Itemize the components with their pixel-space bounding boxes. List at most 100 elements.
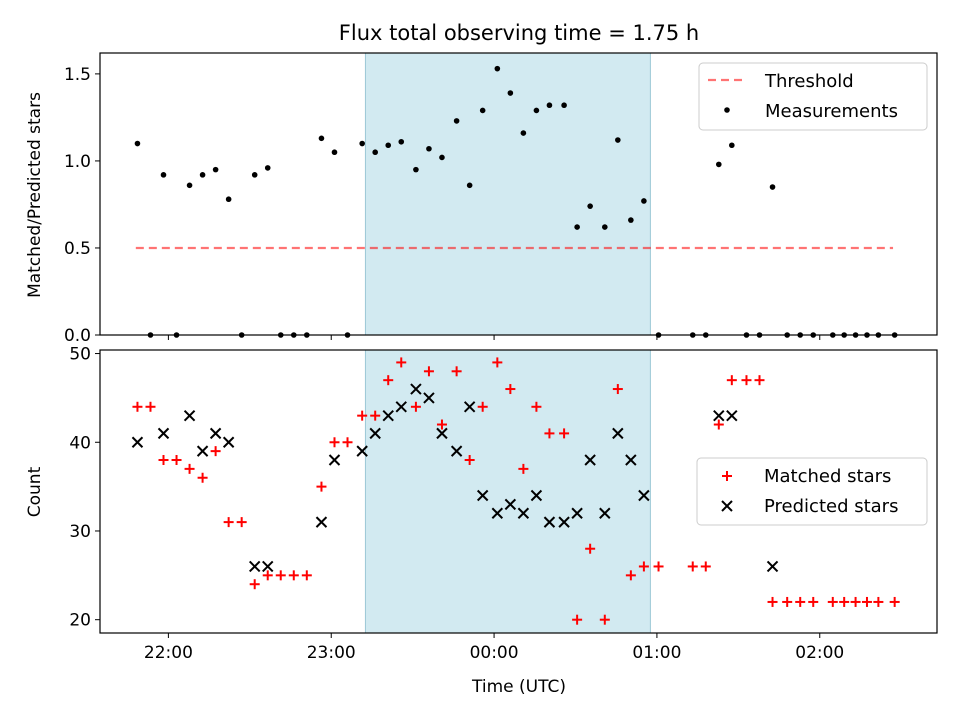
x-tick-label: 02:00 (795, 643, 844, 663)
measurement-point (439, 154, 445, 161)
predicted-point-b (315, 516, 328, 528)
predicted-point-b (410, 383, 422, 395)
measurement-point (199, 172, 206, 178)
measurement-point (574, 224, 580, 230)
x-tick-label: 22:00 (144, 643, 193, 663)
y-tick-label: 50 (69, 345, 91, 365)
bottom-panel-counts: 20 30 40 50 22:00 23:00 00:00 01:00 02:00 Matched… (69, 345, 938, 663)
y-tick-label: 20 (69, 611, 91, 631)
top-panel-ratio: 0.0 0.5 1.0 1.5 Threshold Measurements (64, 52, 938, 346)
predicted-point-b (382, 409, 394, 422)
legend-predicted-label: Predicted stars (764, 496, 898, 517)
top-y-axis-label: Matched/Predicted stars (25, 92, 45, 298)
measurement-point (453, 118, 460, 124)
measurement-point (212, 166, 219, 173)
predicted-point-b (450, 445, 463, 457)
predicted-point-b (328, 454, 341, 466)
predicted-point-b (476, 489, 489, 502)
predicted-point-b (262, 560, 274, 573)
x-axis-label: Time (UTC) (471, 677, 566, 697)
legend-threshold-label: Threshold (764, 71, 854, 92)
measurement-point (602, 224, 608, 230)
y-tick-label: 0.5 (64, 239, 91, 259)
measurement-point (494, 65, 501, 72)
x-tick-label: 23:00 (307, 643, 356, 663)
measurement-point (729, 142, 735, 149)
bottom-y-axis-label: Count (25, 466, 45, 517)
y-tick-label: 40 (69, 433, 91, 453)
legend-matched-label: Matched stars (764, 466, 891, 487)
predicted-point-b (766, 560, 779, 573)
measurement-point (507, 90, 514, 96)
legend-box (698, 62, 928, 131)
predicted-point-b (209, 427, 222, 440)
measurement-point (186, 182, 193, 189)
measurement-point (533, 107, 540, 114)
measurement-point (641, 198, 647, 204)
measurement-point (479, 107, 486, 114)
measurement-point (615, 137, 621, 143)
measurement-point (715, 161, 722, 168)
y-tick-label: 30 (69, 522, 91, 542)
predicted-point-b (530, 489, 543, 502)
measurement-point (587, 203, 593, 209)
measurement-point (318, 135, 325, 142)
predicted-point-b (423, 392, 435, 404)
figure-title: Flux total observing time = 1.75 h (339, 21, 699, 45)
predicted-point-b (504, 498, 517, 511)
predicted-point-b (395, 401, 407, 413)
predicted-point-b (222, 436, 235, 448)
predicted-point-b (436, 427, 448, 440)
measurement-point (331, 149, 338, 156)
measurement-point (628, 217, 634, 223)
measurement-point (359, 140, 365, 147)
legend-box (696, 457, 928, 526)
y-tick-label: 1.5 (64, 65, 91, 85)
measurement-point (769, 184, 776, 190)
observing-window-span (365, 350, 651, 633)
predicted-point-b (584, 454, 596, 466)
predicted-point-b (612, 427, 624, 440)
predicted-point-b (721, 500, 733, 512)
predicted-point-b (491, 507, 504, 519)
measurement-point (264, 165, 271, 171)
measurement-point (372, 149, 379, 156)
measurement-point (251, 172, 258, 178)
predicted-point-b (183, 409, 196, 422)
measurement-point (426, 145, 432, 152)
measurement-point (385, 142, 392, 149)
observing-window-span (365, 53, 651, 335)
predicted-point-b (625, 454, 637, 466)
predicted-point-b (571, 507, 583, 519)
measurement-point (134, 140, 141, 147)
measurement-point (225, 196, 232, 203)
measurement-point (561, 102, 567, 109)
predicted-point-b (463, 401, 476, 413)
predicted-point-b (356, 445, 368, 457)
measurement-point (520, 130, 527, 136)
measurement-point (398, 138, 405, 145)
predicted-point-b (638, 489, 650, 502)
predicted-point-b (517, 507, 530, 519)
plot-frame (99, 52, 938, 336)
x-tick-label: 00:00 (470, 643, 519, 663)
measurement-point (466, 182, 473, 189)
legend-measurements-label: Measurements (765, 101, 898, 122)
predicted-point-b (599, 507, 611, 519)
measurement-point (160, 172, 167, 178)
predicted-point-b (131, 436, 144, 448)
y-tick-label: 1.0 (64, 152, 91, 172)
predicted-point-b (713, 409, 725, 422)
predicted-point-b (157, 427, 170, 440)
measurement-point (546, 102, 553, 109)
y-tick-label: 0.0 (64, 326, 91, 346)
predicted-point-b (558, 516, 570, 528)
x-tick-label: 01:00 (632, 643, 681, 663)
plot-frame (99, 349, 938, 634)
predicted-point-b (248, 560, 261, 573)
predicted-point-b (369, 427, 381, 440)
measurement-point (413, 166, 419, 173)
predicted-point-b (196, 445, 209, 457)
legend-measurements-swatch (724, 107, 730, 113)
